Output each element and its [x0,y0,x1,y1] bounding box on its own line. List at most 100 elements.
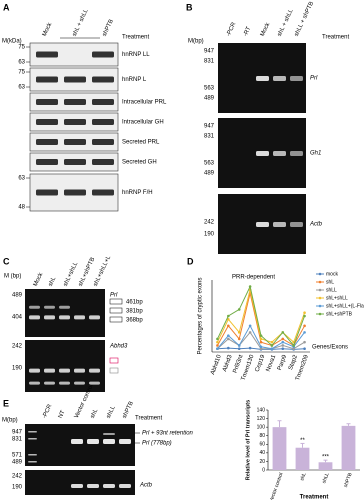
band [29,305,40,309]
lane-label: shL [48,276,58,288]
point [281,331,285,334]
gel [25,470,135,495]
unit-label: M (bp) [4,274,21,280]
lane-label: Mock [33,271,45,287]
gel-label: Abhd3 [109,344,128,350]
band [71,439,83,444]
band [103,433,115,435]
legend-marker [318,312,322,316]
point [216,340,219,344]
band [290,222,303,227]
marker: 404 [12,315,23,321]
legend-marker [318,272,322,276]
marker: 63 [18,85,25,91]
band [103,484,115,488]
blot-label: Intracellular PRL [122,100,167,106]
band [290,151,303,156]
band [59,315,70,320]
marker: 63 [18,176,25,182]
legend-label: shLL [326,287,337,293]
marker: 489 [204,171,215,177]
x-tick-label: Parp9 [277,354,288,372]
point [292,344,295,347]
point [270,344,274,347]
annotation: ** [300,438,305,444]
band-label: Prl + 93nt retention [142,431,194,437]
point [227,317,230,321]
unit-label: M(kDa) [2,39,22,45]
marker: 190 [12,366,23,372]
panel-label: D [187,256,194,266]
blot-band [36,51,58,58]
blot-label: hnRNP F/H [122,190,153,196]
point [303,311,306,315]
y-tick-label: 20 [259,459,265,465]
lane-label: Mock [42,21,54,37]
blot-band [36,189,58,196]
marker: 489 [12,293,23,299]
blot-band [92,51,114,58]
lane-label: shPTB [122,401,135,420]
legend-marker [318,280,322,284]
marker: 563 [204,161,215,167]
blot-band [36,99,58,105]
blot-band [92,119,114,125]
lane-label: shLL [106,405,117,420]
point [303,347,306,351]
gel-label: Actb [139,483,153,489]
lane-label: shL + shLL [277,8,295,38]
legend-label: mock [326,271,338,277]
marker: 190 [204,232,215,238]
size-label: 368bp [126,318,143,324]
point [270,347,274,351]
point [259,337,263,341]
y-tick-label: 100 [257,424,266,430]
band [74,315,85,320]
marker: 831 [204,134,215,140]
blot-label: hnRNP LL [122,52,150,58]
band [273,151,286,156]
band [290,76,303,81]
x-tick-label: shL [299,472,307,482]
marker: 947 [12,430,23,436]
exon-icon [109,307,123,314]
point [281,337,285,341]
band [273,76,286,81]
blot-band [64,139,86,145]
blot-band [92,139,114,145]
point [259,340,263,344]
point [303,331,306,334]
treatment-label: Treatment [322,35,349,41]
band [28,461,37,463]
point [248,346,252,350]
band [59,381,70,385]
band [29,368,40,373]
marker: 489 [12,460,23,466]
point [227,346,230,350]
gel-label: Prl [310,76,318,82]
point [292,347,295,351]
band-label: Prl (778bp) [142,441,172,447]
point [303,314,306,318]
legend-marker [318,288,322,292]
x-tick-label: Nova1 [266,354,278,373]
gel [25,424,135,466]
exon-icon [109,367,119,374]
x-tick-label: shLL [321,472,330,484]
point [216,347,219,351]
blot-label: hnRNP L [122,77,147,83]
band [28,431,37,433]
exon-icon [109,316,123,323]
y-tick-label: 120 [257,416,266,422]
gel [25,289,105,337]
marker: 48 [18,205,25,211]
band [256,222,269,227]
band [256,76,269,81]
x-tick-label: Stap2 [288,354,299,371]
point [216,337,219,341]
band [74,368,85,373]
exon-icon [109,298,123,305]
marker: 75 [18,45,25,51]
blot-band [92,189,114,196]
